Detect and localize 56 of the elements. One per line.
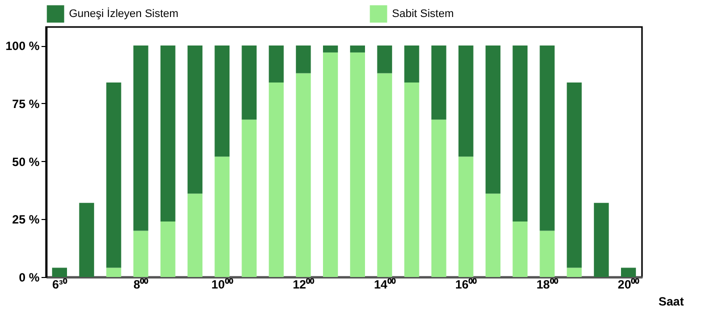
bar: [404, 46, 420, 83]
x-tick-label: 20⁰⁰: [618, 278, 640, 292]
bar: [594, 202, 609, 277]
bar: [486, 194, 500, 277]
x-tick-label: 16⁰⁰: [455, 278, 478, 292]
y-tick-label: 75 %: [12, 96, 40, 111]
bar: [296, 73, 311, 277]
bar: [296, 46, 311, 74]
bar: [79, 202, 94, 277]
bar: [188, 194, 202, 277]
x-axis-title: Saat: [658, 294, 684, 308]
bar: [566, 82, 582, 268]
bar: [242, 120, 257, 277]
y-tick-label: 50 %: [12, 154, 40, 169]
bar: [323, 52, 338, 277]
bar: [214, 156, 230, 277]
x-tick-label: 10⁰⁰: [211, 278, 234, 292]
y-tick-label: 100 %: [5, 39, 40, 54]
bar: [160, 46, 176, 222]
bar: [377, 73, 392, 277]
bar: [431, 46, 446, 120]
bar: [242, 46, 257, 120]
bar: [540, 230, 555, 277]
x-tick-label: 6³⁰: [52, 278, 68, 292]
bar: [52, 268, 67, 277]
x-tick-label: 12⁰⁰: [292, 278, 316, 292]
bar: [133, 230, 148, 277]
x-tick-label: 18⁰⁰: [536, 278, 559, 292]
legend-label: Sabit Sistem: [392, 8, 454, 20]
bar: [106, 82, 122, 268]
bar: [458, 46, 474, 157]
y-tick-label: 25 %: [12, 212, 40, 227]
bar: [323, 46, 338, 52]
bar: [268, 46, 284, 83]
bar: [133, 46, 148, 231]
bar: [458, 156, 474, 277]
bar: [512, 221, 528, 277]
bar: [566, 268, 582, 277]
x-tick-label: 8⁰⁰: [133, 278, 150, 292]
bar: [540, 46, 555, 231]
bar: [268, 82, 284, 277]
legend-label: Guneşi İzleyen Sistem: [69, 6, 178, 20]
bar: [512, 46, 528, 222]
bar: [188, 46, 202, 194]
bar: [486, 46, 500, 194]
bar: [431, 120, 446, 277]
y-tick-label: 0 %: [18, 270, 40, 284]
bar: [350, 52, 365, 277]
bar: [621, 268, 636, 277]
bar: [377, 46, 392, 74]
bar: [214, 46, 230, 157]
x-tick-label: 14⁰⁰: [374, 278, 396, 292]
bar: [106, 268, 122, 277]
bar: [350, 46, 365, 52]
bar: [160, 221, 176, 277]
bar: [404, 82, 420, 277]
